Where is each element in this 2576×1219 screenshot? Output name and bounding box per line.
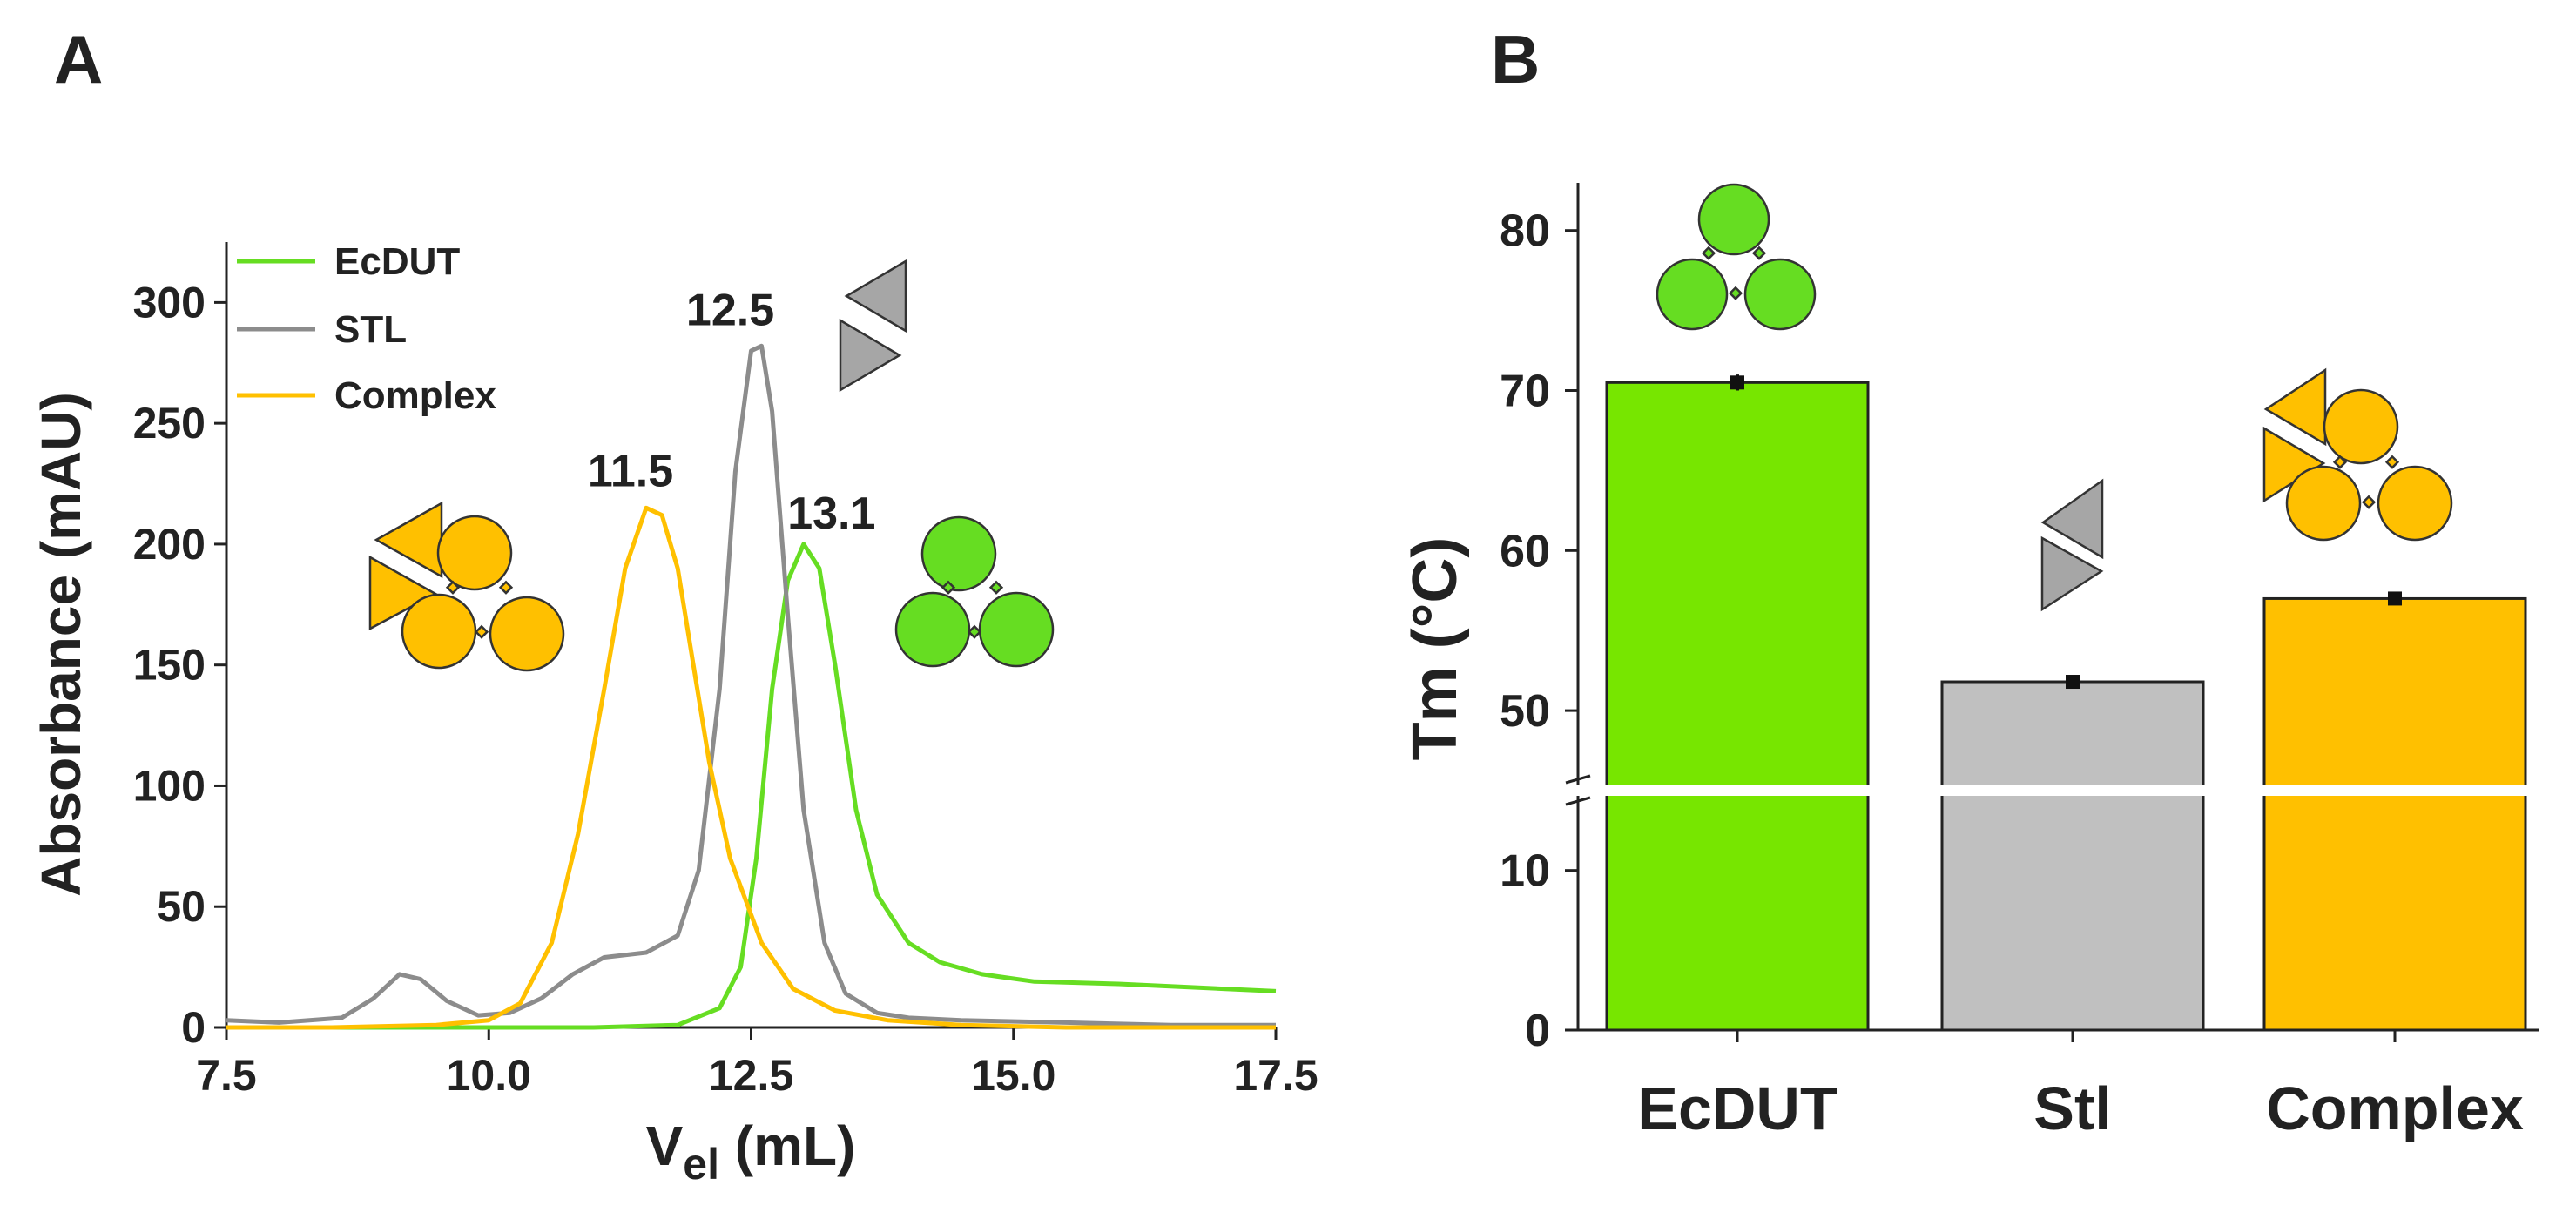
mean-marker-ecdut bbox=[1730, 375, 1744, 390]
complex-bar-schematic-icon bbox=[2262, 367, 2453, 542]
panel-b-label: B bbox=[1491, 21, 1540, 98]
mean-marker-stl bbox=[2066, 675, 2080, 690]
y-tick-label: 200 bbox=[133, 520, 206, 569]
x-axis-title-main: V bbox=[646, 1115, 684, 1177]
y-tick-label: 0 bbox=[1525, 1006, 1550, 1056]
y-tick-label: 50 bbox=[1500, 686, 1550, 737]
x-tick-label-stl: Stl bbox=[2033, 1074, 2111, 1142]
y-tick-label: 80 bbox=[1500, 206, 1550, 257]
peak-label-11-5: 11.5 bbox=[588, 446, 673, 496]
series-line-ecdut bbox=[226, 542, 1277, 1030]
legend-label-stl: STL bbox=[334, 308, 407, 351]
y-axis-break-mark-lower bbox=[1565, 796, 1591, 806]
ecdut-schematic-icon bbox=[894, 515, 1055, 668]
y-axis-break bbox=[1480, 785, 2560, 796]
y-tick-label: 50 bbox=[157, 882, 206, 931]
x-tick-label: 7.5 bbox=[196, 1051, 257, 1100]
bar-stl bbox=[1940, 680, 2205, 1032]
y-tick-label: 60 bbox=[1500, 526, 1550, 576]
peak-label-13-1: 13.1 bbox=[787, 488, 875, 539]
panel-b-y-ticks: 0 10 50 60 70 80 bbox=[1500, 206, 1578, 1056]
series-line-complex bbox=[226, 505, 1276, 1030]
series-line-stl bbox=[226, 343, 1276, 1027]
y-tick-label: 300 bbox=[133, 278, 206, 327]
y-tick-label: 100 bbox=[133, 761, 206, 810]
y-tick-label: 0 bbox=[181, 1003, 206, 1052]
y-tick-label: 10 bbox=[1500, 846, 1550, 897]
x-tick-label-ecdut: EcDUT bbox=[1637, 1074, 1837, 1142]
stl-bar-schematic-icon bbox=[2040, 478, 2104, 612]
x-tick-label-complex: Complex bbox=[2266, 1074, 2524, 1142]
y-tick-label: 150 bbox=[133, 641, 206, 690]
panel-a-y-axis-title: Absorbance (mAU) bbox=[30, 392, 92, 897]
complex-schematic-icon bbox=[368, 501, 565, 672]
x-axis-title-unit: (mL) bbox=[719, 1115, 855, 1177]
peak-label-12-5: 12.5 bbox=[686, 285, 774, 335]
ecdut-bar-schematic-icon bbox=[1656, 183, 1817, 331]
panel-b-y-axis-title: Tm (°C) bbox=[1400, 537, 1470, 761]
panel-a-x-ticks: 7.5 10.0 12.5 15.0 17.5 bbox=[196, 1027, 1318, 1100]
x-tick-label: 12.5 bbox=[709, 1051, 793, 1100]
x-axis-title-subscript: el bbox=[683, 1140, 719, 1189]
y-tick-label: 70 bbox=[1500, 367, 1550, 417]
panel-a-y-ticks: 0 50 100 150 200 250 300 bbox=[133, 278, 226, 1052]
y-tick-label: 250 bbox=[133, 399, 206, 448]
panel-a-legend: EcDUT STL Complex bbox=[237, 240, 496, 417]
panel-b-bars bbox=[1605, 374, 2527, 1032]
x-tick-label: 10.0 bbox=[447, 1051, 531, 1100]
panel-a-label: A bbox=[54, 21, 103, 98]
bar-complex bbox=[2262, 596, 2527, 1032]
legend-label-ecdut: EcDUT bbox=[334, 240, 460, 283]
mean-marker-complex bbox=[2388, 591, 2402, 606]
panel-a-x-axis-title: Vel (mL) bbox=[646, 1115, 856, 1189]
bar-ecdut bbox=[1605, 381, 1870, 1032]
x-tick-label: 17.5 bbox=[1233, 1051, 1318, 1100]
panel-b-x-ticks: EcDUT Stl Complex bbox=[1637, 1030, 2524, 1142]
panel-b: B 0 10 50 60 70 80 EcDUT Stl Complex Tm (°C) bbox=[1400, 21, 2560, 1142]
panel-a: A 0 50 100 150 200 250 300 7.5 10.0 12.5 15.0 17.5… bbox=[30, 21, 1318, 1189]
panel-a-series bbox=[226, 343, 1277, 1030]
legend-label-complex: Complex bbox=[334, 374, 496, 417]
x-tick-label: 15.0 bbox=[971, 1051, 1055, 1100]
y-axis-break-mark-upper bbox=[1565, 774, 1591, 785]
stl-schematic-icon bbox=[839, 259, 907, 393]
